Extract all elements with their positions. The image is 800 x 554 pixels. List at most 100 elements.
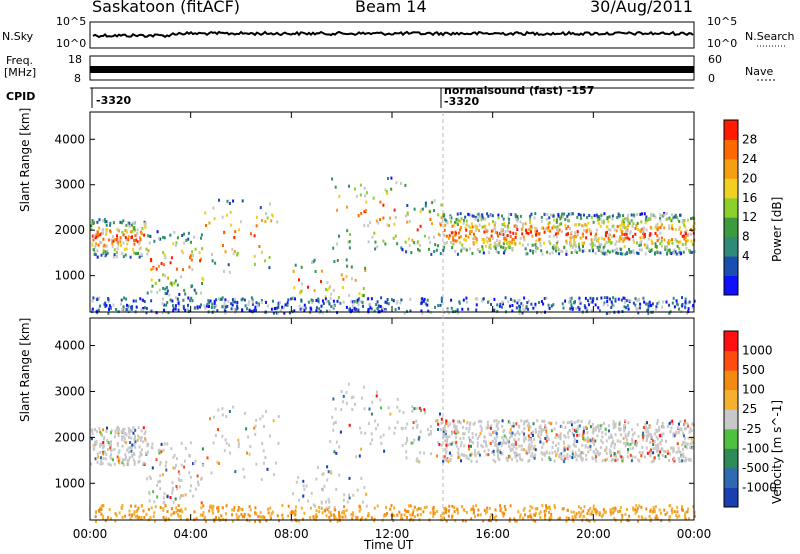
vel-cell bbox=[686, 422, 689, 426]
vel-cell bbox=[546, 435, 549, 439]
colorbar-tick-label: 16 bbox=[742, 191, 757, 205]
power-cell bbox=[325, 299, 328, 303]
vel-cell bbox=[396, 513, 399, 517]
vel-cell bbox=[527, 426, 530, 430]
power-cell bbox=[370, 307, 373, 311]
power-cell bbox=[439, 223, 442, 227]
power-cell bbox=[150, 309, 153, 313]
vel-cell bbox=[352, 513, 355, 517]
power-cell bbox=[125, 308, 128, 311]
power-cell bbox=[357, 308, 360, 312]
vel-cell bbox=[175, 463, 177, 467]
power-cell bbox=[546, 250, 549, 254]
power-cell bbox=[567, 212, 570, 216]
vel-cell bbox=[375, 394, 378, 398]
vel-cell bbox=[582, 429, 585, 433]
power-cell bbox=[584, 306, 587, 310]
power-cell bbox=[381, 308, 384, 312]
vel-cell bbox=[528, 436, 531, 439]
power-cell bbox=[139, 236, 141, 240]
power-cell bbox=[596, 297, 599, 301]
power-cell bbox=[390, 176, 393, 180]
vel-cell bbox=[661, 453, 664, 457]
vel-cell bbox=[531, 430, 534, 434]
power-cell bbox=[548, 240, 551, 243]
vel-cell bbox=[101, 461, 104, 465]
vel-cell bbox=[525, 449, 528, 453]
power-cell bbox=[132, 248, 135, 252]
vel-cell bbox=[106, 439, 109, 443]
vel-cell bbox=[177, 504, 180, 508]
vel-cell bbox=[122, 431, 125, 435]
vel-cell bbox=[517, 453, 520, 457]
power-cell bbox=[683, 219, 686, 222]
power-cell bbox=[605, 252, 608, 256]
vel-cell bbox=[456, 507, 459, 511]
power-cell bbox=[433, 235, 435, 239]
power-cell bbox=[444, 218, 447, 222]
power-cell bbox=[486, 229, 489, 233]
vel-cell bbox=[94, 440, 97, 444]
vel-cell bbox=[140, 448, 143, 452]
vel-cell bbox=[591, 457, 594, 461]
vel-cell bbox=[526, 424, 529, 428]
vel-cell bbox=[677, 446, 680, 450]
power-cell bbox=[424, 201, 427, 205]
power-cell bbox=[311, 299, 314, 303]
power-cell bbox=[134, 234, 137, 237]
cpid-entry-2: normalsound (fast) -157 bbox=[444, 84, 595, 97]
vel-cell bbox=[481, 445, 484, 449]
power-cell bbox=[648, 233, 651, 237]
power-cell bbox=[231, 303, 234, 307]
vel-cell bbox=[114, 431, 117, 435]
vel-cell bbox=[580, 451, 583, 454]
power-cell bbox=[384, 300, 387, 304]
power-cell bbox=[437, 213, 440, 217]
power-cell bbox=[672, 216, 675, 220]
power-cell bbox=[558, 252, 561, 256]
vel-cell bbox=[404, 441, 407, 445]
power-cell bbox=[630, 250, 633, 254]
power-cell bbox=[373, 231, 376, 235]
vel-cell bbox=[147, 507, 150, 511]
power-cell bbox=[605, 231, 607, 235]
power-cell bbox=[174, 279, 177, 283]
power-cell bbox=[357, 297, 360, 301]
power-cell bbox=[98, 296, 101, 300]
vel-cell bbox=[534, 448, 537, 452]
power-cell bbox=[174, 304, 177, 308]
vel-cell bbox=[633, 431, 636, 435]
nsky-trace bbox=[92, 30, 694, 39]
vel-cell bbox=[151, 442, 154, 446]
power-cell bbox=[346, 205, 348, 209]
vel-cell bbox=[519, 515, 522, 519]
power-cell bbox=[239, 220, 242, 224]
vel-cell bbox=[497, 453, 499, 457]
vel-cell bbox=[197, 480, 199, 484]
power-cell bbox=[304, 306, 307, 310]
power-cell bbox=[394, 216, 397, 219]
power-cell bbox=[678, 219, 681, 223]
vel-cell bbox=[583, 514, 586, 518]
vel-cell bbox=[141, 504, 143, 508]
vel-cell bbox=[507, 444, 510, 448]
vel-cell bbox=[342, 498, 345, 502]
power-cell bbox=[271, 213, 274, 217]
vel-cell bbox=[184, 493, 187, 497]
vel-cell bbox=[325, 506, 328, 510]
vel-cell bbox=[152, 490, 155, 494]
vel-cell bbox=[457, 456, 460, 460]
power-cell bbox=[681, 220, 684, 224]
vel-cell bbox=[509, 428, 512, 431]
vel-cell bbox=[502, 438, 505, 442]
vel-cell bbox=[572, 433, 575, 437]
vel-cell bbox=[562, 440, 565, 444]
vel-cell bbox=[109, 455, 112, 459]
power-cell bbox=[583, 249, 586, 253]
power-cell bbox=[243, 298, 246, 302]
vel-cell bbox=[486, 420, 489, 424]
power-cell bbox=[659, 216, 662, 220]
vel-cell bbox=[529, 454, 532, 458]
vel-cell bbox=[617, 510, 619, 514]
vel-cell bbox=[522, 438, 525, 442]
